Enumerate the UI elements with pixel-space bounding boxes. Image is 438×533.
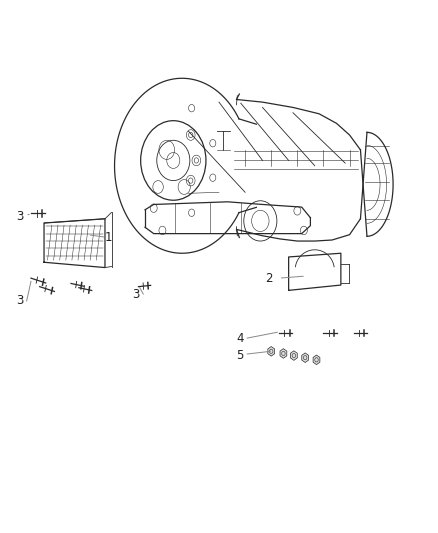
Polygon shape [268,346,275,356]
Text: 2: 2 [265,272,273,285]
Polygon shape [290,351,297,360]
Text: 3: 3 [16,294,23,308]
Text: 5: 5 [236,349,244,362]
Text: 1: 1 [104,231,112,244]
Text: 3: 3 [133,288,140,301]
Text: 4: 4 [236,332,244,344]
Text: 3: 3 [16,209,23,223]
Polygon shape [313,355,320,365]
Polygon shape [280,349,287,358]
Polygon shape [302,353,308,362]
